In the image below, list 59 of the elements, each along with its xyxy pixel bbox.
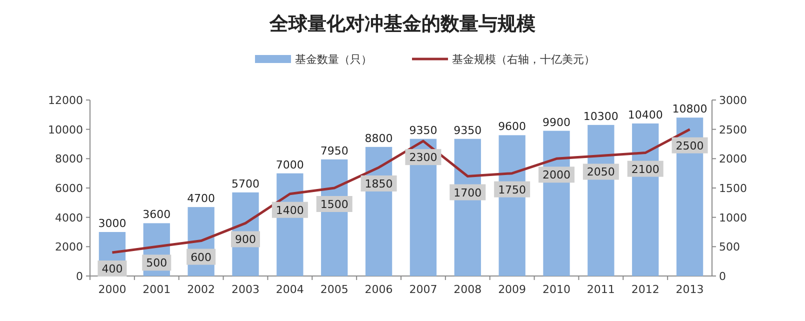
x-tick-label: 2007 (409, 283, 438, 296)
data-label: 7000 (276, 158, 304, 172)
data-label: 9350 (409, 124, 438, 137)
y-tick-label: 4000 (55, 211, 83, 224)
data-label: 900 (235, 233, 256, 246)
x-tick-label: 2003 (232, 283, 260, 296)
data-label: 2000 (542, 168, 570, 182)
y-tick-label: 8000 (55, 152, 83, 166)
chart-title: 全球量化对冲基金的数量与规模 (268, 13, 536, 35)
y-tick-label: 2000 (55, 240, 83, 254)
x-tick-label: 2009 (498, 283, 526, 296)
data-label: 7950 (320, 144, 348, 158)
y2-tick-label: 1500 (719, 182, 747, 195)
data-label: 9350 (454, 124, 482, 137)
data-label: 4700 (187, 192, 216, 206)
x-tick-label: 2011 (586, 283, 615, 296)
y2-tick-label: 2500 (719, 123, 747, 136)
x-tick-label: 2013 (676, 283, 704, 296)
x-tick-label: 2000 (98, 283, 126, 296)
data-label: 2300 (409, 151, 438, 164)
data-label: 9600 (498, 120, 526, 134)
data-label: 2050 (586, 166, 615, 179)
y-tick-label: 0 (76, 270, 83, 283)
y2-tick-label: 500 (719, 240, 740, 254)
data-label: 2100 (631, 162, 660, 176)
y2-tick-label: 0 (719, 270, 726, 283)
x-tick-label: 2005 (320, 283, 348, 296)
data-label: 8800 (364, 132, 393, 145)
x-tick-label: 2004 (276, 283, 304, 296)
data-label: 5700 (232, 177, 260, 190)
data-label: 3000 (98, 217, 126, 230)
y2-tick-label: 2000 (719, 152, 747, 166)
data-label: 10400 (628, 108, 663, 122)
data-label: 1850 (364, 177, 393, 190)
data-label: 1400 (276, 204, 304, 217)
y-tick-label: 12000 (48, 94, 83, 107)
data-label: 1700 (454, 186, 482, 200)
data-label: 400 (102, 262, 123, 276)
data-label: 2500 (676, 139, 704, 152)
y-tick-label: 6000 (55, 182, 83, 195)
data-label: 500 (146, 256, 168, 270)
x-tick-label: 2002 (187, 283, 216, 296)
x-tick-label: 2010 (542, 283, 570, 296)
x-tick-label: 2001 (142, 283, 171, 296)
y2-tick-label: 3000 (719, 94, 747, 107)
x-tick-label: 2008 (454, 283, 482, 296)
y-tick-label: 10000 (48, 123, 83, 136)
data-label: 9900 (542, 116, 570, 129)
legend-label: 基金数量（只） (295, 53, 372, 66)
x-tick-label: 2012 (631, 283, 660, 296)
data-label: 10800 (672, 102, 708, 116)
data-label: 600 (190, 250, 212, 264)
data-label: 3600 (142, 208, 171, 222)
data-label: 1500 (320, 198, 348, 211)
legend-label: 基金规模（右轴，十亿美元） (452, 53, 595, 66)
y2-tick-label: 1000 (719, 211, 747, 224)
data-label: 10300 (583, 110, 618, 123)
x-tick-label: 2006 (364, 283, 393, 296)
data-label: 1750 (498, 183, 526, 196)
